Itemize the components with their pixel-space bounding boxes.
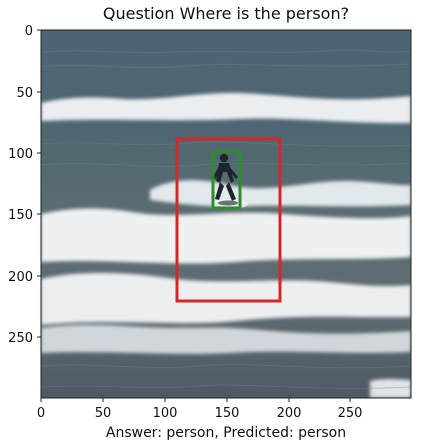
y-axis [37,29,41,338]
x-tick-label-150: 150 [215,406,240,421]
figure-caption: Answer: person, Predicted: person [105,425,347,441]
predicted-box [175,137,282,303]
x-tick-label-50: 50 [95,406,112,421]
ground-truth-box [211,150,242,210]
x-tick-label-200: 200 [277,406,302,421]
x-tick-labels: 0 50 100 150 200 250 [37,406,363,421]
y-tick-label-50: 50 [16,86,33,101]
y-tick-label-100: 100 [8,147,33,162]
x-tick-label-250: 250 [338,406,363,421]
x-tick-label-100: 100 [153,406,178,421]
x-tick-label-0: 0 [37,406,45,421]
y-tick-labels: 0 50 100 150 200 250 [8,24,33,346]
figure-title: Question Where is the person? [102,4,350,23]
y-tick-label-200: 200 [8,270,33,285]
x-axis [40,398,351,402]
y-tick-label-250: 250 [8,331,33,346]
photo-region [40,30,412,398]
wave-foam [41,92,411,398]
water-texture [40,49,412,389]
y-tick-label-150: 150 [8,208,33,223]
y-tick-label-0: 0 [25,24,33,39]
